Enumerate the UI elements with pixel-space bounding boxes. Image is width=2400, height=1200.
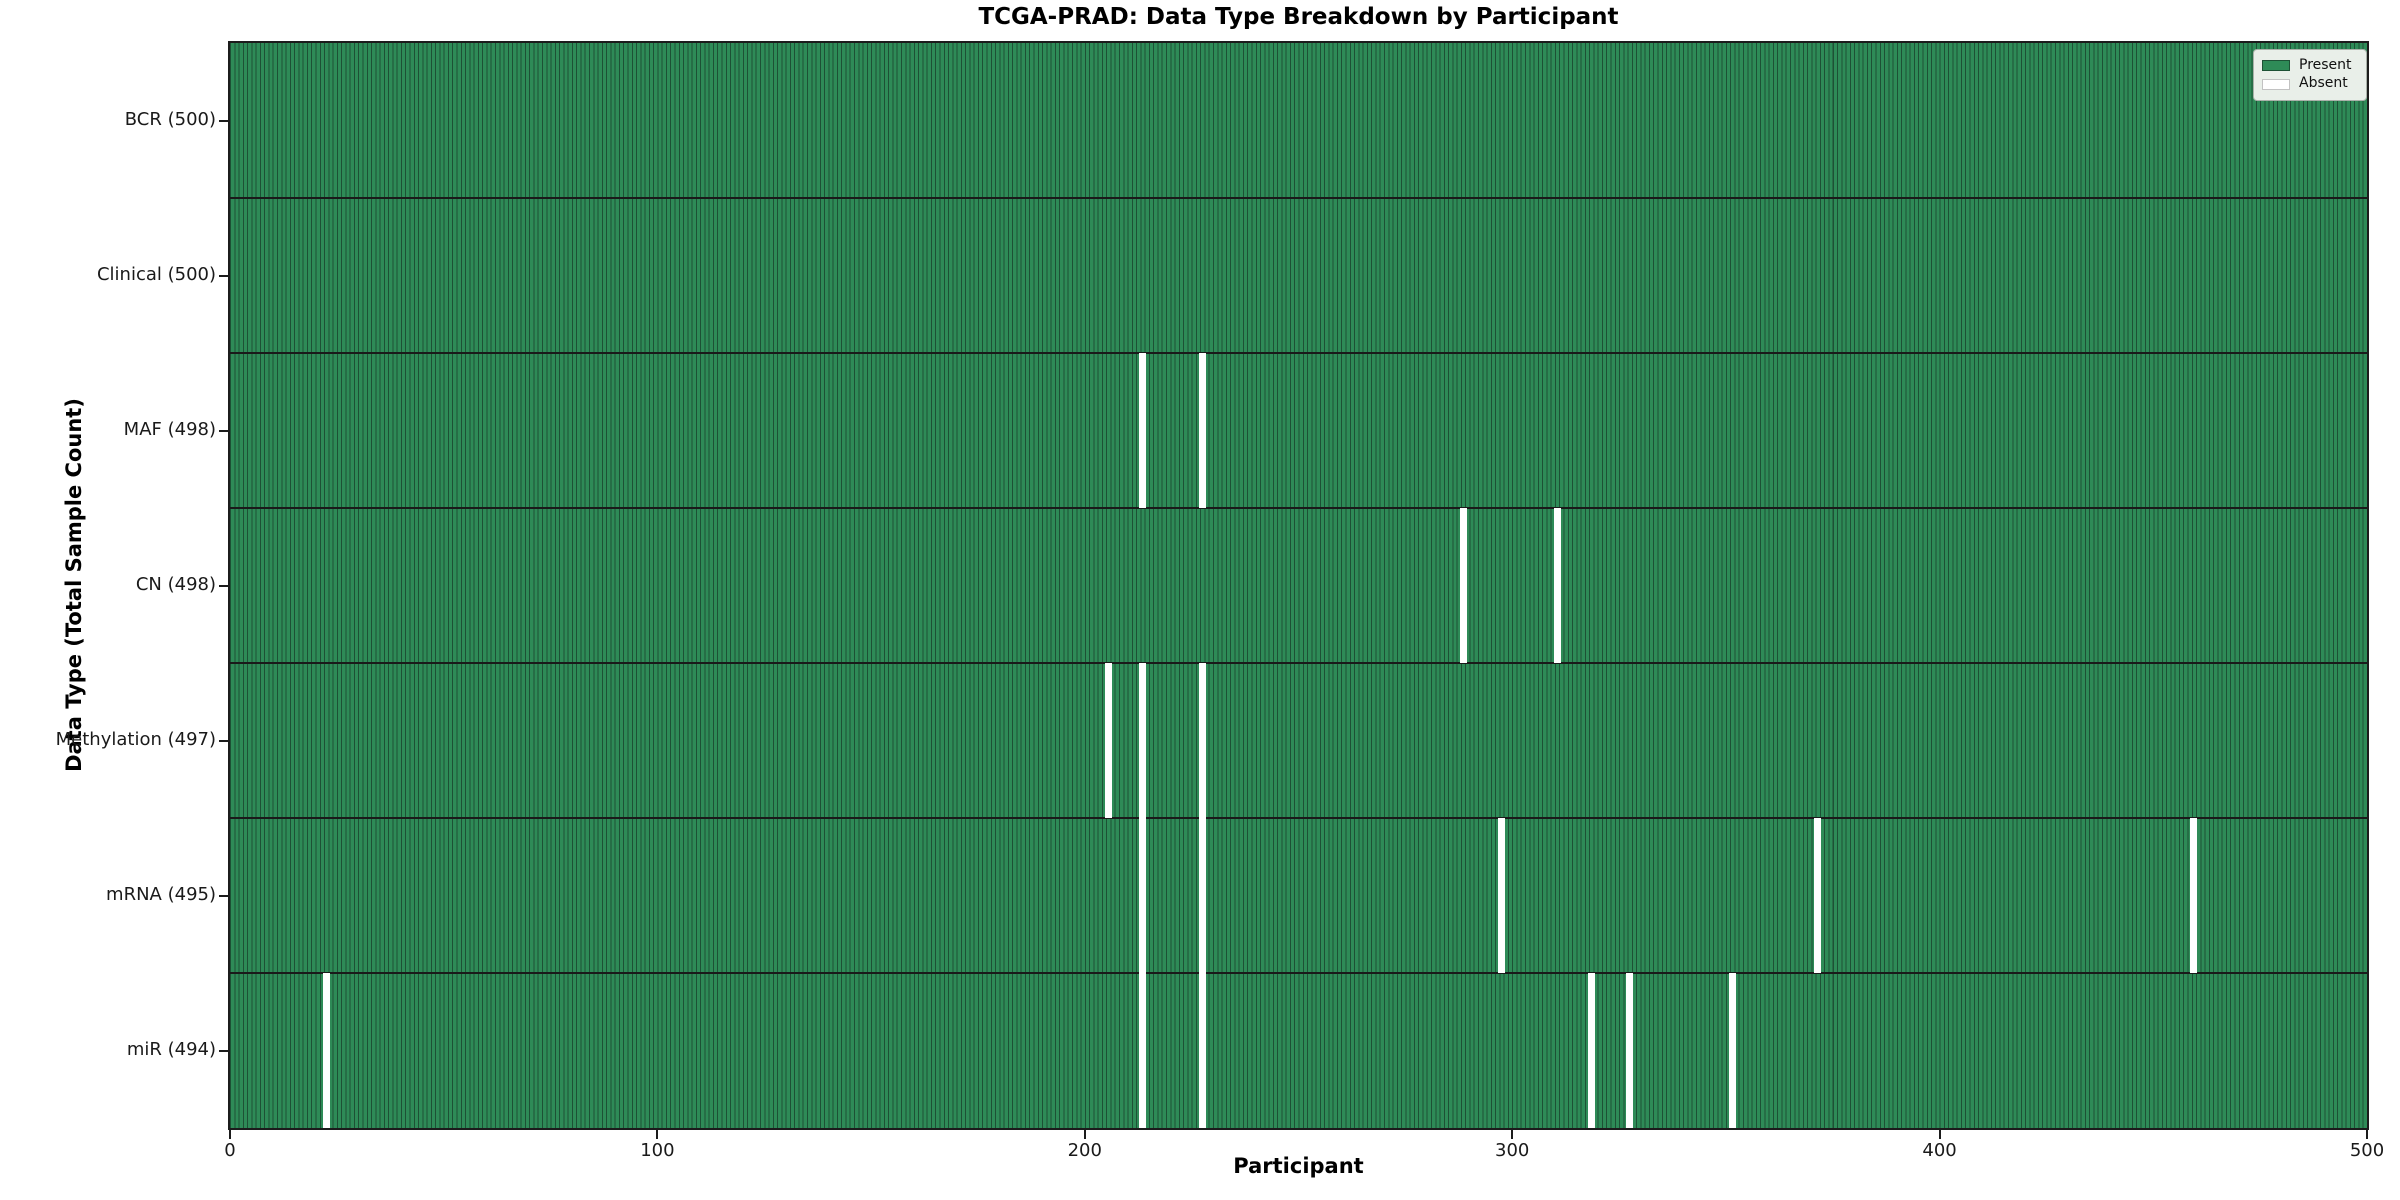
row-divider <box>230 197 2367 199</box>
x-tick-mark <box>1938 1130 1941 1139</box>
x-tick-label: 400 <box>1922 1140 1957 1161</box>
y-tick-mark <box>219 584 228 587</box>
absent-marker <box>1587 973 1595 1128</box>
legend-item-label: Present <box>2299 57 2352 73</box>
y-tick-label: BCR (500) <box>124 108 216 130</box>
x-tick-mark <box>1083 1130 1086 1139</box>
row-band-mrna <box>230 818 2367 973</box>
y-tick-label: Clinical (500) <box>96 263 216 285</box>
x-tick-mark <box>2366 1130 2368 1139</box>
y-tick-label: Methylation (497) <box>55 728 216 750</box>
row-divider <box>230 352 2367 354</box>
row-divider <box>230 662 2367 664</box>
x-tick-label: 300 <box>1495 1140 1530 1161</box>
absent-marker <box>1198 663 1206 818</box>
row-band-clinical <box>230 198 2367 353</box>
x-tick-mark <box>229 1130 231 1139</box>
chart-title: TCGA-PRAD: Data Type Breakdown by Partic… <box>978 4 1619 30</box>
x-tick-mark <box>1511 1130 1514 1139</box>
row-divider <box>230 507 2367 509</box>
legend-swatch-absent <box>2262 78 2290 90</box>
legend: Present Absent <box>2253 49 2367 101</box>
x-tick-label: 100 <box>640 1140 675 1161</box>
row-divider <box>230 817 2367 819</box>
y-tick-label: CN (498) <box>135 573 216 595</box>
absent-marker <box>1459 508 1467 663</box>
x-tick-label: 200 <box>1067 1140 1102 1161</box>
row-band-methylation <box>230 663 2367 818</box>
y-tick-mark <box>219 1049 228 1052</box>
absent-marker <box>2190 818 2198 973</box>
row-divider <box>230 972 2367 974</box>
absent-marker <box>1198 973 1206 1128</box>
absent-marker <box>1138 353 1146 508</box>
x-tick-mark <box>656 1130 659 1139</box>
absent-marker <box>1138 973 1146 1128</box>
y-tick-mark <box>219 429 228 432</box>
absent-marker <box>1104 663 1112 818</box>
y-tick-mark <box>219 739 228 742</box>
row-band-mir <box>230 973 2367 1128</box>
y-tick-mark <box>219 894 228 897</box>
legend-item-label: Absent <box>2299 75 2348 92</box>
absent-marker <box>1198 353 1206 508</box>
absent-marker <box>1728 973 1736 1128</box>
row-band-cn <box>230 508 2367 663</box>
plot-area <box>230 43 2367 1128</box>
legend-item-absent: Absent <box>2262 75 2358 92</box>
absent-marker <box>1198 818 1206 973</box>
y-tick-label: mRNA (495) <box>106 883 216 905</box>
absent-marker <box>1138 663 1146 818</box>
row-band-bcr <box>230 43 2367 198</box>
legend-item-present: Present <box>2262 57 2358 73</box>
row-band-maf <box>230 353 2367 508</box>
absent-marker <box>1553 508 1561 663</box>
x-axis-label: Participant <box>1233 1154 1364 1178</box>
absent-marker <box>1626 973 1634 1128</box>
absent-marker <box>1138 818 1146 973</box>
y-tick-mark <box>219 119 228 122</box>
absent-marker <box>322 973 330 1128</box>
x-tick-label: 500 <box>2349 1140 2385 1161</box>
y-tick-label: miR (494) <box>126 1038 216 1060</box>
absent-marker <box>1814 818 1822 973</box>
y-tick-label: MAF (498) <box>123 418 216 440</box>
legend-swatch-present <box>2262 60 2290 72</box>
y-tick-mark <box>219 274 228 277</box>
x-tick-label: 0 <box>224 1140 236 1161</box>
absent-marker <box>1498 818 1505 973</box>
